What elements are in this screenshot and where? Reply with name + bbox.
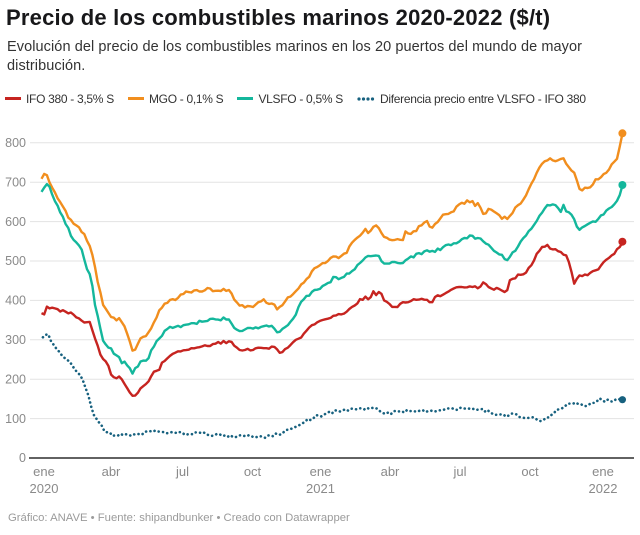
svg-text:abr: abr bbox=[381, 464, 400, 479]
svg-text:abr: abr bbox=[102, 464, 121, 479]
svg-text:oct: oct bbox=[244, 464, 262, 479]
svg-text:300: 300 bbox=[5, 333, 26, 347]
svg-text:600: 600 bbox=[5, 215, 26, 229]
svg-text:400: 400 bbox=[5, 294, 26, 308]
svg-text:200: 200 bbox=[5, 372, 26, 386]
svg-text:700: 700 bbox=[5, 175, 26, 189]
svg-text:ene: ene bbox=[592, 464, 614, 479]
svg-text:2021: 2021 bbox=[306, 481, 335, 496]
svg-text:800: 800 bbox=[5, 136, 26, 150]
svg-text:jul: jul bbox=[175, 464, 189, 479]
svg-text:jul: jul bbox=[452, 464, 466, 479]
svg-text:100: 100 bbox=[5, 412, 26, 426]
svg-text:0: 0 bbox=[19, 451, 26, 465]
svg-text:2020: 2020 bbox=[30, 481, 59, 496]
svg-text:ene: ene bbox=[33, 464, 55, 479]
svg-text:2022: 2022 bbox=[589, 481, 618, 496]
svg-text:500: 500 bbox=[5, 254, 26, 268]
svg-text:ene: ene bbox=[310, 464, 332, 479]
svg-text:oct: oct bbox=[521, 464, 539, 479]
